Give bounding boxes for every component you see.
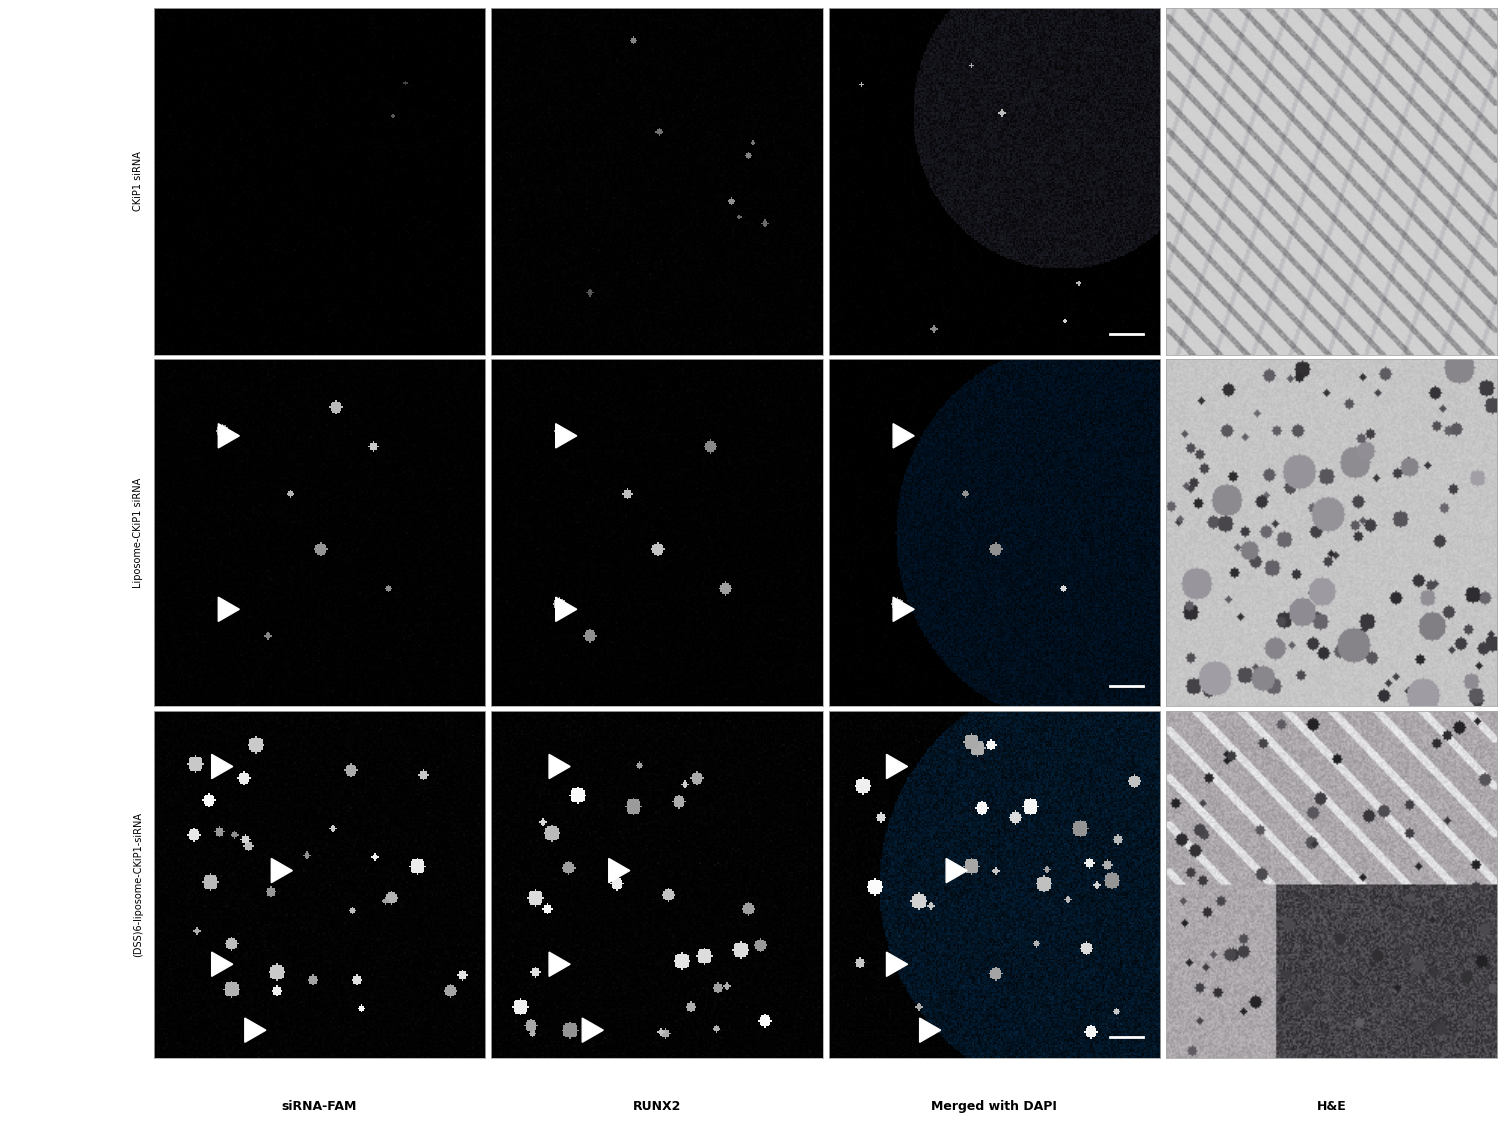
Polygon shape	[219, 424, 240, 448]
Polygon shape	[946, 858, 967, 882]
Polygon shape	[893, 424, 914, 448]
Polygon shape	[609, 858, 630, 882]
Polygon shape	[893, 597, 914, 621]
Polygon shape	[920, 1018, 941, 1042]
Text: Merged with DAPI: Merged with DAPI	[932, 1100, 1057, 1113]
Polygon shape	[244, 1018, 265, 1042]
Polygon shape	[219, 597, 240, 621]
Text: Liposome-CKiP1 siRNA: Liposome-CKiP1 siRNA	[133, 478, 143, 588]
Text: (DSS)6-liposome-CKiP1-siRNA: (DSS)6-liposome-CKiP1-siRNA	[133, 812, 143, 956]
Polygon shape	[549, 952, 570, 976]
Polygon shape	[211, 755, 232, 779]
Text: RUNX2: RUNX2	[633, 1100, 682, 1113]
Polygon shape	[211, 952, 232, 976]
Polygon shape	[887, 755, 908, 779]
Polygon shape	[549, 755, 570, 779]
Text: siRNA-FAM: siRNA-FAM	[282, 1100, 357, 1113]
Polygon shape	[582, 1018, 603, 1042]
Text: H&E: H&E	[1316, 1100, 1347, 1113]
Polygon shape	[556, 597, 576, 621]
Text: CKiP1 siRNA: CKiP1 siRNA	[133, 152, 143, 211]
Polygon shape	[556, 424, 576, 448]
Polygon shape	[887, 952, 908, 976]
Polygon shape	[271, 858, 293, 882]
